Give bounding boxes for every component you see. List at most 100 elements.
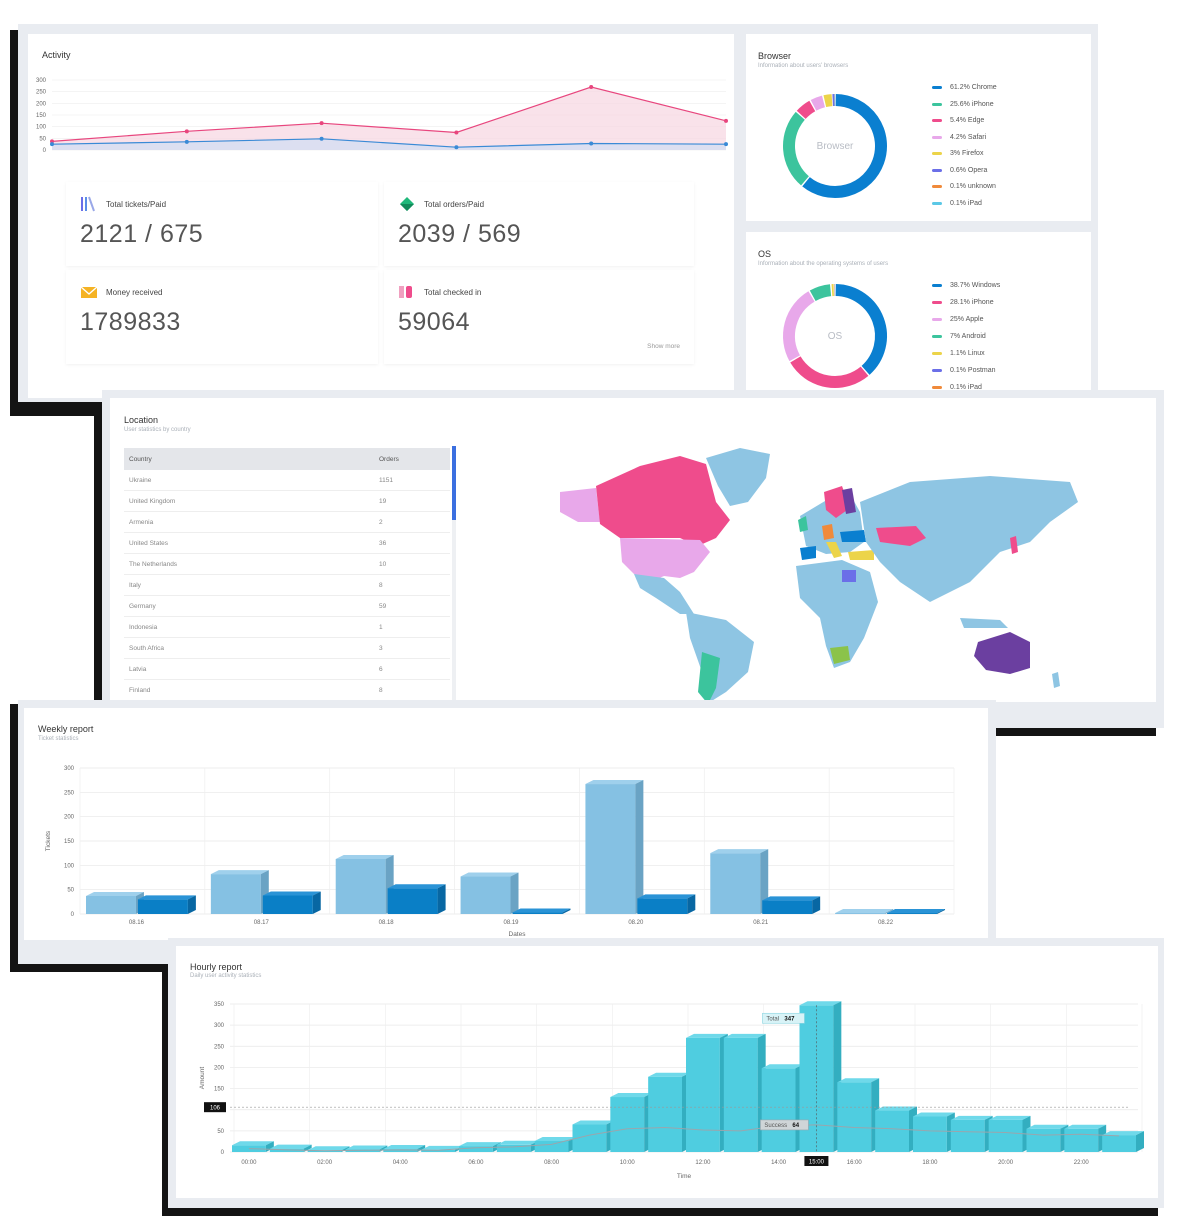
checkin-icon <box>399 286 412 298</box>
hourly-bar-top <box>383 1145 426 1150</box>
browser-legend-item[interactable]: 25.6% iPhone <box>932 101 994 108</box>
table-row[interactable]: Indonesia 1 <box>124 616 450 638</box>
map-kazakhstan[interactable] <box>876 526 926 546</box>
os-legend-item[interactable]: 1.1% Linux <box>932 350 985 357</box>
activity-pink-point <box>319 121 324 126</box>
hourly-y-tick: 250 <box>214 1044 225 1050</box>
orders-cell: 1 <box>374 616 450 638</box>
map-africa[interactable] <box>796 560 878 668</box>
os-legend-item[interactable]: 0.1% Postman <box>932 367 996 374</box>
weekly-bar-s1-front <box>710 853 761 914</box>
col-orders[interactable]: Orders <box>374 448 450 470</box>
weekly-y-tick: 300 <box>64 766 75 772</box>
table-row[interactable]: Latvia 6 <box>124 658 450 680</box>
hourly-bar-top <box>875 1106 917 1111</box>
activity-blue-point <box>50 142 54 147</box>
map-russia-asia[interactable] <box>860 476 1078 602</box>
map-uk[interactable] <box>798 516 808 532</box>
map-turkey[interactable] <box>848 550 874 560</box>
browser-legend-item[interactable]: 0.6% Opera <box>932 167 987 174</box>
hourly-bar-front <box>459 1146 493 1152</box>
hourly-x-tick: 04:00 <box>393 1160 409 1166</box>
table-row[interactable]: The Netherlands 10 <box>124 553 450 575</box>
map-greenland[interactable] <box>706 448 770 506</box>
col-country[interactable]: Country <box>124 448 374 470</box>
browser-legend-item[interactable]: 61.2% Chrome <box>932 84 997 91</box>
stat-orders[interactable]: Total orders/Paid 2039 / 569 <box>384 182 694 266</box>
os-legend-item[interactable]: 7% Android <box>932 333 986 340</box>
weekly-bar-s1-top <box>460 872 519 877</box>
hourly-bar-top <box>307 1146 350 1151</box>
map-argentina[interactable] <box>698 652 720 702</box>
hourly-bar-top <box>1102 1131 1144 1136</box>
table-row[interactable]: South Africa 3 <box>124 637 450 659</box>
hourly-bar <box>610 1093 653 1152</box>
browser-legend-label: 5.4% Edge <box>950 117 985 124</box>
weekly-bar-s2-front <box>262 895 313 914</box>
table-row[interactable]: Finland 8 <box>124 679 450 701</box>
table-row[interactable]: United Kingdom 19 <box>124 490 450 512</box>
map-japan[interactable] <box>1010 536 1018 554</box>
hourly-bar-front <box>232 1145 266 1152</box>
table-row[interactable]: Ukraine 1151 <box>124 470 450 491</box>
os-legend-item[interactable]: 25% Apple <box>932 316 983 323</box>
orders-cell: 3 <box>374 637 450 659</box>
os-slice <box>835 284 887 375</box>
map-indonesia[interactable] <box>960 618 1008 628</box>
map-alaska[interactable] <box>560 488 600 522</box>
os-title: OS <box>758 249 772 259</box>
stat-money[interactable]: Money received 1789833 <box>66 270 378 364</box>
os-legend-item[interactable]: 28.1% iPhone <box>932 299 994 306</box>
os-legend-item[interactable]: 0.1% iPad <box>932 384 982 391</box>
world-map[interactable] <box>530 442 1090 702</box>
hourly-bar-side <box>1136 1131 1144 1152</box>
map-spain[interactable] <box>800 546 816 560</box>
browser-legend-swatch <box>932 119 942 122</box>
browser-legend-item[interactable]: 5.4% Edge <box>932 117 984 124</box>
activity-y-tick: 300 <box>36 78 47 84</box>
show-more-link[interactable]: Show more <box>647 343 680 350</box>
table-scrollbar[interactable] <box>452 446 456 702</box>
map-ukraine[interactable] <box>840 530 866 542</box>
stat-checked[interactable]: Total checked in 59064 Show more <box>384 270 694 364</box>
hourly-x-label: Time <box>677 1173 692 1180</box>
map-united-states[interactable] <box>620 538 710 582</box>
weekly-bar-s2-front <box>512 912 563 914</box>
country-cell: Germany <box>124 595 374 617</box>
browser-legend-item[interactable]: 3% Firefox <box>932 150 983 157</box>
location-table-wrap[interactable]: Country Orders Ukraine 1151 United Kingdom… <box>124 448 450 702</box>
table-row[interactable]: United States 36 <box>124 532 450 554</box>
weekly-bar-s1-front <box>585 784 636 914</box>
weekly-bar-s2-side <box>937 909 946 914</box>
table-scrollbar-thumb[interactable] <box>452 446 456 520</box>
weekly-bar-s2-side <box>437 884 446 914</box>
hourly-bar-front <box>383 1149 418 1152</box>
map-mexico[interactable] <box>634 574 694 614</box>
map-new-zealand[interactable] <box>1052 672 1060 688</box>
stat-tickets[interactable]: Total tickets/Paid 2121 / 675 <box>66 182 378 266</box>
map-finland[interactable] <box>842 488 856 514</box>
browser-legend-label: 3% Firefox <box>950 150 984 157</box>
map-australia[interactable] <box>974 632 1030 674</box>
table-row[interactable]: Italy 8 <box>124 574 450 596</box>
hourly-bar-top <box>988 1115 1031 1120</box>
map-south-america[interactable] <box>686 612 754 702</box>
table-row[interactable]: Armenia 2 <box>124 511 450 533</box>
envelope-icon <box>80 286 98 298</box>
activity-pink-point <box>454 130 459 135</box>
os-legend-item[interactable]: 38.7% Windows <box>932 282 1000 289</box>
hourly-bar <box>345 1145 388 1152</box>
browser-legend-item[interactable]: 0.1% unknown <box>932 183 996 190</box>
hourly-bar-top <box>723 1033 766 1038</box>
browser-legend-item[interactable]: 0.1% iPad <box>932 200 982 207</box>
table-row[interactable]: Germany 59 <box>124 595 450 617</box>
map-south-africa[interactable] <box>830 646 850 664</box>
weekly-y-tick: 200 <box>64 815 75 821</box>
os-slice <box>783 291 815 362</box>
map-germany[interactable] <box>822 524 834 540</box>
map-canada[interactable] <box>596 456 730 546</box>
map-egypt[interactable] <box>842 570 856 582</box>
hourly-x-tick: 20:00 <box>998 1160 1014 1166</box>
map-italy[interactable] <box>826 542 842 558</box>
browser-legend-item[interactable]: 4.2% Safari <box>932 134 986 141</box>
